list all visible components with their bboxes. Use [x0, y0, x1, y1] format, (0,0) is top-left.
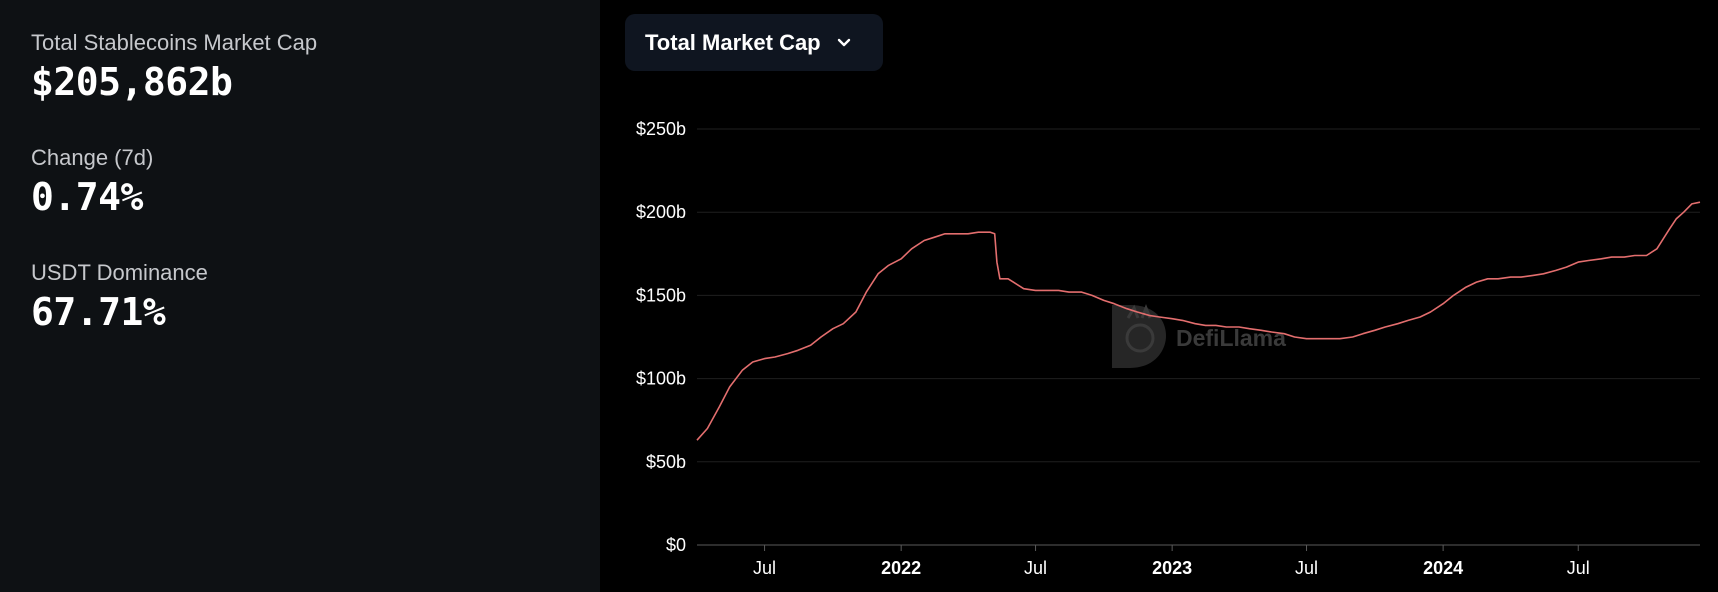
x-tick-label: 2024 [1423, 558, 1463, 578]
metric-dropdown[interactable]: Total Market Cap [625, 14, 883, 71]
change-label: Change (7d) [31, 145, 154, 170]
y-tick-label: $150b [636, 285, 686, 305]
y-tick-label: $100b [636, 369, 686, 389]
llama-logo-icon [1112, 303, 1166, 368]
chevron-down-icon [837, 38, 850, 46]
x-tick-label: 2022 [881, 558, 921, 578]
market-cap-value: $205,862b [31, 60, 233, 104]
y-tick-label: $0 [666, 535, 686, 555]
stat-change-7d: Change (7d) 0.74% [31, 145, 153, 219]
x-tick-label: 2023 [1152, 558, 1192, 578]
metric-dropdown-label: Total Market Cap [645, 29, 821, 55]
y-tick-label: $50b [646, 452, 686, 472]
series-line-market-cap [696, 201, 1701, 441]
watermark-text: DefiLlama [1176, 325, 1286, 351]
stat-market-cap: Total Stablecoins Market Cap $205,862b [31, 30, 317, 104]
chart-panel: DefiLlama $0 $50b $100b $150b $200b $250b Jul 2… [600, 0, 1718, 592]
x-tick-label: Jul [1024, 558, 1047, 578]
x-tick-label: Jul [1567, 558, 1590, 578]
market-cap-chart: DefiLlama $0 $50b $100b $150b $200b $250b Jul 2… [636, 119, 1701, 578]
watermark: DefiLlama [1112, 303, 1286, 368]
y-tick-label: $200b [636, 202, 686, 222]
stat-usdt-dominance: USDT Dominance 67.71% [31, 260, 208, 334]
dominance-label: USDT Dominance [31, 260, 208, 285]
x-tick-label: Jul [1295, 558, 1318, 578]
stats-panel: Total Stablecoins Market Cap $205,862b C… [0, 0, 600, 592]
x-tick-label: Jul [753, 558, 776, 578]
dominance-value: 67.71% [31, 290, 166, 334]
y-tick-label: $250b [636, 119, 686, 139]
change-value: 0.74% [31, 175, 143, 219]
market-cap-label: Total Stablecoins Market Cap [31, 30, 318, 55]
